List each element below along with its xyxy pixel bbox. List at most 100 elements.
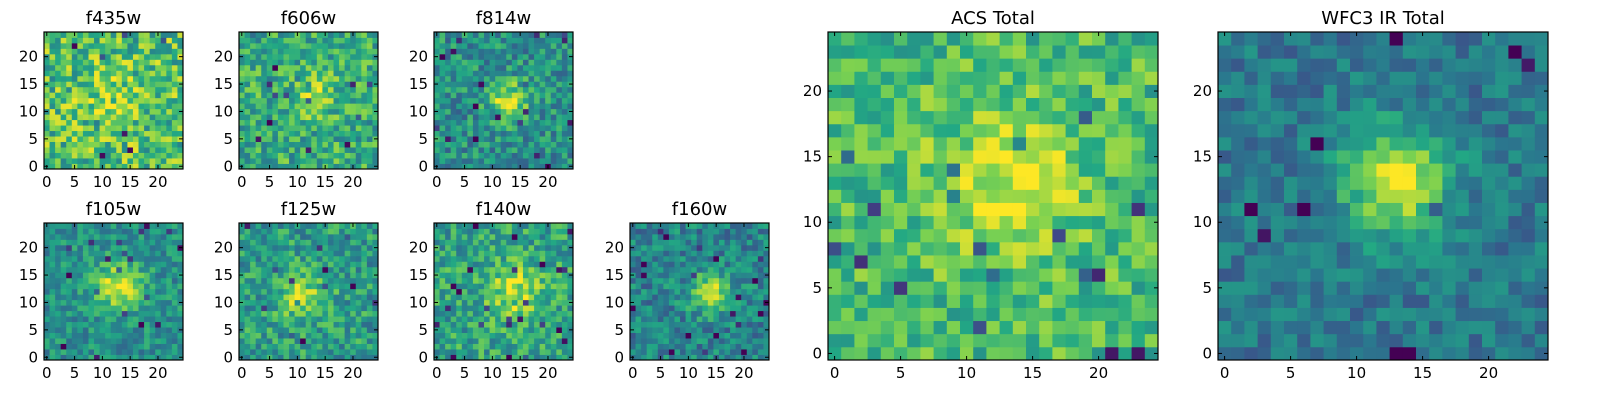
heatmap-cell xyxy=(854,202,868,217)
heatmap-cell xyxy=(539,53,546,60)
heatmap-cell xyxy=(1092,320,1106,335)
heatmap-cell xyxy=(166,42,173,49)
heatmap-cell xyxy=(489,305,496,312)
heatmap-cell xyxy=(344,163,351,170)
heatmap-cell xyxy=(55,114,62,121)
heatmap-cell xyxy=(472,81,479,88)
heatmap-cell xyxy=(500,316,507,323)
heatmap-cell xyxy=(272,92,279,99)
heatmap-cell xyxy=(149,343,156,350)
heatmap-cell xyxy=(255,327,262,333)
heatmap-cell xyxy=(1131,255,1146,269)
y-tick-label: 0 xyxy=(223,157,233,175)
heatmap-cell xyxy=(160,223,167,229)
heatmap-cell xyxy=(316,86,323,93)
heatmap-cell xyxy=(434,119,440,126)
heatmap-cell xyxy=(71,64,78,71)
heatmap-cell xyxy=(105,119,112,126)
heatmap-cell xyxy=(239,283,245,290)
heatmap-cell xyxy=(49,283,56,290)
heatmap-cell xyxy=(138,338,145,344)
heatmap-cell xyxy=(545,244,552,251)
heatmap-cell xyxy=(66,130,73,137)
heatmap-cell xyxy=(294,288,301,295)
heatmap-cell xyxy=(244,288,251,295)
heatmap-cell xyxy=(144,305,151,312)
heatmap-cell xyxy=(116,37,123,44)
heatmap-cell xyxy=(55,288,62,295)
heatmap-cell xyxy=(511,349,518,355)
heatmap-cell xyxy=(261,130,268,137)
heatmap-cell xyxy=(456,343,463,350)
panel-title: f435w xyxy=(86,8,141,29)
heatmap-cell xyxy=(266,48,273,55)
heatmap-cell xyxy=(1012,255,1027,269)
heatmap-cell xyxy=(144,152,151,159)
heatmap-cell xyxy=(277,48,284,55)
heatmap-cell xyxy=(105,310,112,317)
heatmap-cell xyxy=(561,32,568,38)
heatmap-cell xyxy=(366,228,373,235)
heatmap-cell xyxy=(663,250,670,257)
heatmap-cell xyxy=(361,114,368,121)
heatmap-cell xyxy=(713,310,720,317)
heatmap-cell xyxy=(567,119,574,126)
heatmap-cell xyxy=(534,86,541,93)
heatmap-cell xyxy=(567,152,574,159)
heatmap-cell xyxy=(327,228,334,235)
heatmap-cell xyxy=(434,349,440,355)
heatmap-cell xyxy=(545,152,552,159)
heatmap-cell xyxy=(1105,255,1119,269)
heatmap-cell xyxy=(127,244,134,251)
heatmap-cell xyxy=(255,158,262,164)
heatmap-cell xyxy=(680,223,686,229)
heatmap-cell xyxy=(461,294,468,301)
heatmap-cell xyxy=(283,48,290,55)
heatmap-cell xyxy=(344,158,351,164)
heatmap-cell xyxy=(99,244,106,251)
heatmap-cell xyxy=(66,42,73,49)
heatmap-cell xyxy=(478,114,485,121)
heatmap-cell xyxy=(99,147,106,153)
heatmap-cell xyxy=(283,354,290,361)
heatmap-cell xyxy=(973,255,987,269)
y-tick-label: 20 xyxy=(214,48,233,66)
heatmap-cell xyxy=(718,277,725,284)
heatmap-cell xyxy=(522,338,529,344)
heatmap-cell xyxy=(1052,346,1066,361)
heatmap-cell xyxy=(668,343,675,350)
heatmap-cell xyxy=(567,70,574,77)
heatmap-cell xyxy=(272,266,279,273)
heatmap-cell xyxy=(1144,294,1159,308)
heatmap-cell xyxy=(272,81,279,88)
heatmap-cell xyxy=(522,316,529,323)
heatmap-cell xyxy=(283,228,290,235)
heatmap-cell xyxy=(355,239,362,246)
heatmap-cell xyxy=(707,228,714,235)
heatmap-cell xyxy=(933,255,948,269)
heatmap-cell xyxy=(668,255,675,262)
heatmap-cell xyxy=(300,158,307,164)
heatmap-cell xyxy=(283,349,290,355)
heatmap-cell xyxy=(149,255,156,262)
heatmap-cell xyxy=(550,354,557,361)
heatmap-cell xyxy=(907,294,921,308)
heatmap-cell xyxy=(545,327,552,333)
heatmap-cell xyxy=(105,327,112,333)
heatmap-cell xyxy=(327,266,334,273)
heatmap-cell xyxy=(730,332,737,339)
heatmap-cell xyxy=(361,261,368,268)
heatmap-cell xyxy=(71,141,78,148)
heatmap-cell xyxy=(484,97,490,104)
heatmap-cell xyxy=(266,310,273,317)
heatmap-cell xyxy=(294,316,301,323)
heatmap-cell xyxy=(668,327,675,333)
heatmap-cell xyxy=(44,119,50,126)
heatmap-cell xyxy=(567,223,574,229)
heatmap-cell xyxy=(166,125,173,132)
heatmap-cell xyxy=(439,97,446,104)
heatmap-cell xyxy=(239,316,245,323)
heatmap-cell xyxy=(680,266,686,273)
heatmap-cell xyxy=(127,266,134,273)
heatmap-cell xyxy=(366,141,373,148)
